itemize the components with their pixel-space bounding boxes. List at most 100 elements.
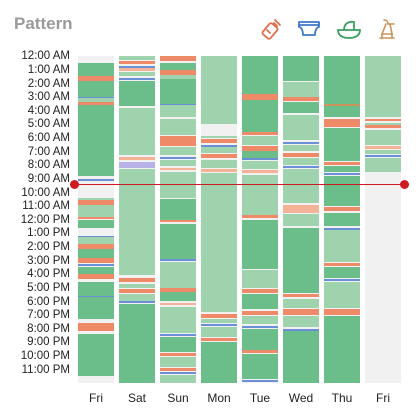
- sleep-light-segment: [160, 118, 196, 136]
- feed-segment: [119, 61, 155, 65]
- diaper-segment: [119, 301, 155, 304]
- sleep-light-segment: [160, 105, 196, 118]
- sleep-light-segment: [119, 72, 155, 77]
- hour-label: 7:00 AM: [27, 145, 70, 158]
- sleep-dark-segment: [119, 80, 155, 107]
- feed-light-segment: [160, 302, 196, 306]
- feed-segment: [283, 96, 319, 101]
- sleep-dark-segment: [324, 267, 360, 279]
- pump-icon[interactable]: [372, 14, 402, 44]
- current-time-marker-left: [70, 180, 79, 189]
- day-label: Sat: [127, 391, 146, 405]
- diaper-segment: [201, 324, 237, 327]
- feed-light-segment: [160, 167, 196, 171]
- sleep-dark-segment: [78, 105, 114, 176]
- day-column-6[interactable]: [324, 56, 360, 383]
- feed-segment: [283, 152, 319, 157]
- sleep-light-segment: [283, 144, 319, 152]
- hour-label: 3:00 PM: [27, 254, 70, 267]
- diaper-segment: [242, 380, 278, 383]
- hour-label: 12:00 AM: [21, 50, 70, 63]
- sleep-light-segment: [283, 114, 319, 141]
- feed-segment: [160, 287, 196, 292]
- bassinet-icon[interactable]: [334, 14, 364, 44]
- day-column-2[interactable]: [160, 56, 196, 383]
- diaper-segment: [365, 155, 401, 158]
- hour-label: 2:00 AM: [27, 77, 70, 90]
- sleep-light-segment: [78, 237, 114, 245]
- sleep-dark-segment: [242, 219, 278, 269]
- sleep-light-segment: [78, 197, 114, 201]
- sleep-light-segment: [201, 173, 237, 313]
- feed-segment: [324, 162, 360, 165]
- day-column-7[interactable]: [365, 56, 401, 383]
- sleep-light-segment: [201, 147, 237, 153]
- feed-segment: [78, 274, 114, 280]
- diaper-segment: [160, 103, 196, 106]
- feed-segment: [78, 323, 114, 332]
- hour-label: 2:00 PM: [27, 241, 70, 254]
- feed-segment: [283, 294, 319, 298]
- sleep-dark-segment: [283, 331, 319, 383]
- day-column-0[interactable]: [78, 56, 114, 383]
- hour-label: 8:00 AM: [27, 159, 70, 172]
- day-label: Fri: [89, 391, 103, 405]
- sleep-dark-segment: [78, 267, 114, 274]
- bottle-icon[interactable]: [256, 14, 286, 44]
- feed-segment: [78, 200, 114, 205]
- day-column-3[interactable]: [201, 56, 237, 383]
- hour-label: 6:00 AM: [27, 132, 70, 145]
- day-label: Sun: [167, 391, 189, 405]
- hour-label: 12:00 PM: [20, 213, 70, 226]
- sleep-light-segment: [119, 169, 155, 276]
- sleep-light-segment: [283, 169, 319, 204]
- day-column-4[interactable]: [242, 56, 278, 383]
- day-column-5[interactable]: [283, 56, 319, 383]
- sleep-dark-segment: [242, 328, 278, 351]
- feed-light-segment: [365, 145, 401, 149]
- sleep-dark-segment: [242, 151, 278, 159]
- sleep-dark-segment: [283, 227, 319, 294]
- feed-light-segment: [201, 169, 237, 172]
- sleep-dark-segment: [242, 99, 278, 133]
- sleep-light-segment: [283, 158, 319, 165]
- feed-segment: [160, 136, 196, 146]
- sleep-dark-segment: [242, 56, 278, 95]
- pump-segment: [324, 103, 360, 107]
- sleep-light-segment: [201, 159, 237, 168]
- feed-light-segment: [119, 156, 155, 160]
- sleep-dark-segment: [160, 62, 196, 70]
- sleep-dark-segment: [324, 316, 360, 383]
- sleep-light-segment: [160, 306, 196, 333]
- feed-segment: [283, 309, 319, 315]
- sleep-light-segment: [160, 75, 196, 80]
- sleep-light-segment: [201, 327, 237, 337]
- sleep-light-segment: [160, 374, 196, 383]
- feed-segment: [78, 76, 114, 81]
- diaper-segment: [324, 173, 360, 176]
- diaper-icon[interactable]: [294, 14, 324, 44]
- sleep-dark-segment: [242, 294, 278, 310]
- hour-label: 3:00 AM: [27, 91, 70, 104]
- sleep-light-segment: [365, 56, 401, 118]
- hour-label: 7:00 PM: [27, 309, 70, 322]
- sleep-light-segment: [160, 159, 196, 167]
- page-title: Pattern: [14, 14, 73, 33]
- feed-segment: [242, 288, 278, 294]
- feed-segment: [365, 125, 401, 129]
- feed-segment: [201, 139, 237, 144]
- hour-label: 4:00 AM: [27, 104, 70, 117]
- diaper-segment: [242, 158, 278, 161]
- sleep-dark-segment: [283, 56, 319, 81]
- day-column-1[interactable]: [119, 56, 155, 383]
- feed-segment: [160, 69, 196, 76]
- day-label: Thu: [331, 391, 353, 405]
- day-label: Fri: [376, 391, 390, 405]
- diaper-segment: [119, 77, 155, 80]
- hour-label: 5:00 AM: [27, 118, 70, 131]
- sleep-light-segment: [119, 294, 155, 302]
- day-label: Tue: [249, 391, 271, 405]
- sleep-light-segment: [119, 107, 155, 156]
- diaper-light-segment: [119, 162, 155, 168]
- feed-segment: [201, 338, 237, 341]
